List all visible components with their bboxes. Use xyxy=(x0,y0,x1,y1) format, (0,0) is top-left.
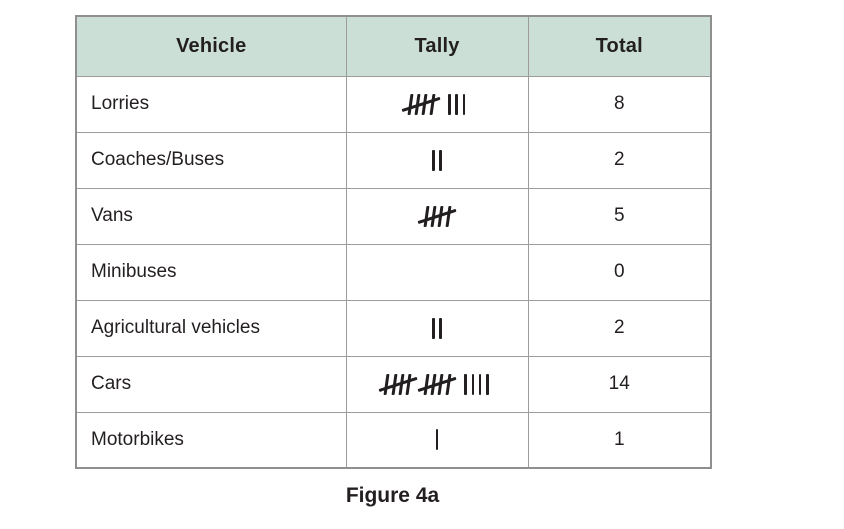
total-cell: 2 xyxy=(527,299,712,357)
header-row: Vehicle Tally Total xyxy=(75,15,712,77)
table-body: Lorries 8 Coaches/Buses 2 Vans 5 Minibus… xyxy=(75,75,712,469)
vehicle-cell: Agricultural vehicles xyxy=(75,299,347,357)
header-total: Total xyxy=(527,15,712,77)
tally-cell xyxy=(345,411,529,469)
tally-bar xyxy=(437,373,444,395)
tally-bar xyxy=(486,373,489,395)
tally-five-icon xyxy=(422,205,452,228)
tally-bar xyxy=(455,93,459,115)
tally-bar xyxy=(435,429,439,451)
tally-five-icon xyxy=(406,93,436,116)
vehicle-cell: Minibuses xyxy=(75,243,347,301)
tally-bar xyxy=(448,93,451,115)
table-row: Minibuses 0 xyxy=(75,243,712,301)
figure-caption: Figure 4a xyxy=(345,484,440,507)
table-row: Vans 5 xyxy=(75,187,712,245)
vehicle-cell: Vans xyxy=(75,187,347,245)
tally-bar xyxy=(423,373,429,395)
total-cell: 5 xyxy=(527,187,712,245)
tally-bar xyxy=(430,373,437,395)
tally-bar xyxy=(445,373,451,395)
tally-bar xyxy=(398,373,404,395)
tally-bar xyxy=(432,317,435,339)
tally-cell xyxy=(345,187,529,245)
tally-bar xyxy=(414,93,421,115)
total-cell: 8 xyxy=(527,75,712,133)
tally-bar xyxy=(429,93,435,115)
tally-marks-icon xyxy=(446,93,468,116)
total-cell: 2 xyxy=(527,131,712,189)
tally-bar xyxy=(432,149,435,171)
vehicle-cell: Lorries xyxy=(75,75,347,133)
tally-bar xyxy=(405,373,412,395)
tally-cell xyxy=(345,75,529,133)
tally-bar xyxy=(430,205,437,227)
vehicle-cell: Motorbikes xyxy=(75,411,347,469)
total-cell: 0 xyxy=(527,243,712,301)
tally-bar xyxy=(391,373,397,395)
tally-five-icon xyxy=(422,373,452,396)
tally-marks-icon xyxy=(433,428,440,451)
tally-cell xyxy=(345,131,529,189)
tally-bar xyxy=(439,317,442,339)
tally-marks-icon xyxy=(430,149,445,172)
table-row: Motorbikes 1 xyxy=(75,411,712,469)
tally-bar xyxy=(445,205,451,227)
tally-five-icon xyxy=(383,373,413,396)
table-row: Agricultural vehicles 2 xyxy=(75,299,712,357)
tally-bar xyxy=(437,205,444,227)
header-vehicle: Vehicle xyxy=(75,15,347,77)
table-row: Coaches/Buses 2 xyxy=(75,131,712,189)
tally-bar xyxy=(478,373,482,395)
tally-bar xyxy=(423,205,429,227)
tally-bar xyxy=(421,93,428,115)
tally-cell xyxy=(345,243,529,301)
tally-bar xyxy=(439,149,442,171)
vehicle-tally-table: Vehicle Tally Total Lorries 8 Coaches/Bu… xyxy=(75,15,712,469)
table-row: Cars 14 xyxy=(75,355,712,413)
header-tally: Tally xyxy=(345,15,529,77)
total-cell: 1 xyxy=(527,411,712,469)
tally-bar xyxy=(407,93,413,115)
tally-bar xyxy=(471,373,475,395)
tally-bar xyxy=(462,93,466,115)
tally-cell xyxy=(345,299,529,357)
total-cell: 14 xyxy=(527,355,712,413)
tally-marks-icon xyxy=(430,317,445,340)
tally-bar xyxy=(383,373,390,395)
tally-bar xyxy=(464,373,467,395)
vehicle-cell: Cars xyxy=(75,355,347,413)
tally-marks-icon xyxy=(462,373,492,396)
vehicle-cell: Coaches/Buses xyxy=(75,131,347,189)
tally-cell xyxy=(345,355,529,413)
table-row: Lorries 8 xyxy=(75,75,712,133)
